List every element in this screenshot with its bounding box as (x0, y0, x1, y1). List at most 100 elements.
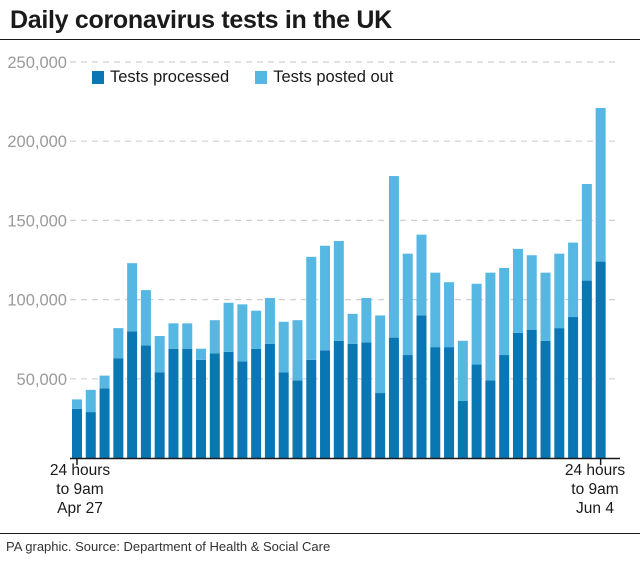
bar-tests-posted-out (292, 320, 303, 381)
top-rule (0, 39, 640, 40)
bar-tests-posted-out (196, 348, 207, 360)
bar-tests-processed (264, 343, 275, 458)
bar-tests-processed (388, 337, 399, 458)
x-axis (70, 457, 620, 465)
legend: Tests processed Tests posted out (92, 68, 393, 87)
bar-tests-processed (168, 348, 179, 458)
bar-tests-processed (99, 388, 110, 458)
bar-tests-posted-out (85, 389, 96, 413)
bar-tests-processed (457, 400, 468, 458)
bar-tests-processed (196, 359, 207, 458)
bar-tests-processed (113, 358, 124, 458)
bar-tests-posted-out (209, 320, 220, 354)
bar-tests-posted-out (264, 298, 275, 344)
bar-tests-processed (526, 329, 537, 458)
bar-tests-processed (85, 412, 96, 458)
bar-tests-posted-out (361, 298, 372, 343)
bar-tests-posted-out (127, 263, 138, 332)
bar-tests-posted-out (140, 290, 151, 346)
bar-tests-posted-out (99, 375, 110, 389)
x-start-label-line: to 9am (56, 481, 104, 498)
bar-tests-posted-out (457, 340, 468, 401)
bar-tests-posted-out (347, 313, 358, 344)
bar-tests-posted-out (168, 323, 179, 349)
gridlines (70, 61, 620, 380)
legend-item-processed: Tests processed (92, 68, 229, 87)
y-tick-label: 50,000 (17, 371, 67, 389)
x-start-label-line: Apr 27 (57, 500, 103, 517)
bar-tests-processed (499, 355, 510, 458)
bar-tests-posted-out (154, 336, 165, 373)
bar-tests-processed (292, 380, 303, 458)
y-tick-label: 150,000 (7, 212, 67, 230)
bar-tests-processed (154, 372, 165, 458)
bar-tests-posted-out (568, 242, 579, 318)
bottom-rule (0, 533, 640, 534)
bar-tests-posted-out (251, 310, 262, 349)
bar-tests-posted-out (444, 282, 455, 348)
bars (72, 107, 606, 458)
bar-tests-posted-out (306, 256, 317, 360)
bar-tests-posted-out (430, 272, 441, 348)
bar-tests-processed (140, 345, 151, 458)
bar-tests-processed (375, 393, 386, 458)
bar-tests-posted-out (540, 272, 551, 341)
x-end-label: 24 hours to 9am Jun 4 (550, 461, 640, 518)
bar-tests-processed (306, 359, 317, 458)
bar-tests-processed (182, 348, 193, 458)
bar-tests-processed (347, 343, 358, 458)
bar-tests-posted-out (595, 107, 606, 262)
bar-tests-processed (333, 340, 344, 458)
x-start-label: 24 hours to 9am Apr 27 (35, 461, 125, 518)
bar-tests-processed (251, 348, 262, 458)
source-note: PA graphic. Source: Department of Health… (6, 539, 331, 554)
bar-tests-processed (72, 408, 82, 458)
bar-tests-posted-out (333, 240, 344, 341)
bar-tests-processed (444, 347, 455, 458)
bar-tests-posted-out (499, 267, 510, 356)
bar-tests-processed (209, 353, 220, 458)
bar-tests-posted-out (554, 253, 565, 329)
bar-tests-posted-out (388, 176, 399, 338)
bar-tests-posted-out (526, 255, 537, 330)
x-start-label-line: 24 hours (49, 462, 111, 479)
bar-tests-processed (402, 355, 413, 458)
bar-tests-posted-out (416, 234, 427, 316)
bar-tests-processed (568, 317, 579, 458)
bar-tests-processed (471, 364, 482, 458)
y-tick-label: 100,000 (7, 292, 67, 310)
bar-tests-processed (512, 332, 523, 458)
legend-label-posted: Tests posted out (273, 68, 394, 86)
bar-tests-processed (581, 280, 592, 458)
bar-tests-posted-out (512, 248, 523, 333)
bar-tests-processed (540, 340, 551, 458)
bar-tests-posted-out (72, 399, 82, 409)
bar-tests-processed (237, 361, 248, 458)
x-end-label-line: to 9am (571, 481, 619, 498)
bar-tests-processed (595, 261, 606, 458)
bar-tests-processed (127, 331, 138, 458)
bar-tests-processed (223, 351, 234, 458)
bar-tests-processed (320, 350, 331, 458)
bar-tests-posted-out (471, 283, 482, 365)
bar-tests-posted-out (320, 245, 331, 351)
bar-tests-processed (278, 372, 289, 458)
y-axis-tick-labels: 50,000 100,000 150,000 200,000 250,000 (7, 54, 67, 389)
bar-tests-processed (485, 380, 496, 458)
bar-tests-posted-out (485, 272, 496, 381)
bar-tests-processed (430, 347, 441, 458)
y-tick-label: 200,000 (7, 133, 67, 151)
legend-label-processed: Tests processed (110, 68, 230, 86)
chart-title: Daily coronavirus tests in the UK (10, 6, 392, 34)
legend-item-posted: Tests posted out (255, 68, 393, 87)
legend-swatch-posted (255, 71, 268, 84)
bar-tests-processed (554, 328, 565, 458)
bar-tests-posted-out (375, 315, 386, 394)
bar-tests-posted-out (402, 253, 413, 356)
bar-tests-posted-out (278, 321, 289, 373)
bar-tests-processed (361, 342, 372, 458)
bar-tests-posted-out (581, 183, 592, 281)
bar-tests-posted-out (223, 302, 234, 352)
bar-tests-posted-out (237, 304, 248, 362)
